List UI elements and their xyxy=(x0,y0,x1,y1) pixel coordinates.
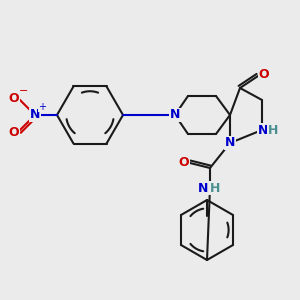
Text: H: H xyxy=(210,182,220,194)
Text: H: H xyxy=(268,124,278,136)
Text: O: O xyxy=(9,92,19,104)
Text: O: O xyxy=(179,157,189,169)
Text: N: N xyxy=(258,124,268,136)
Text: +: + xyxy=(38,102,46,112)
Text: N: N xyxy=(225,136,235,149)
Text: N: N xyxy=(30,109,40,122)
Text: N: N xyxy=(170,109,180,122)
Text: −: − xyxy=(19,86,29,96)
Text: O: O xyxy=(9,125,19,139)
Text: O: O xyxy=(259,68,269,80)
Text: N: N xyxy=(198,182,208,194)
